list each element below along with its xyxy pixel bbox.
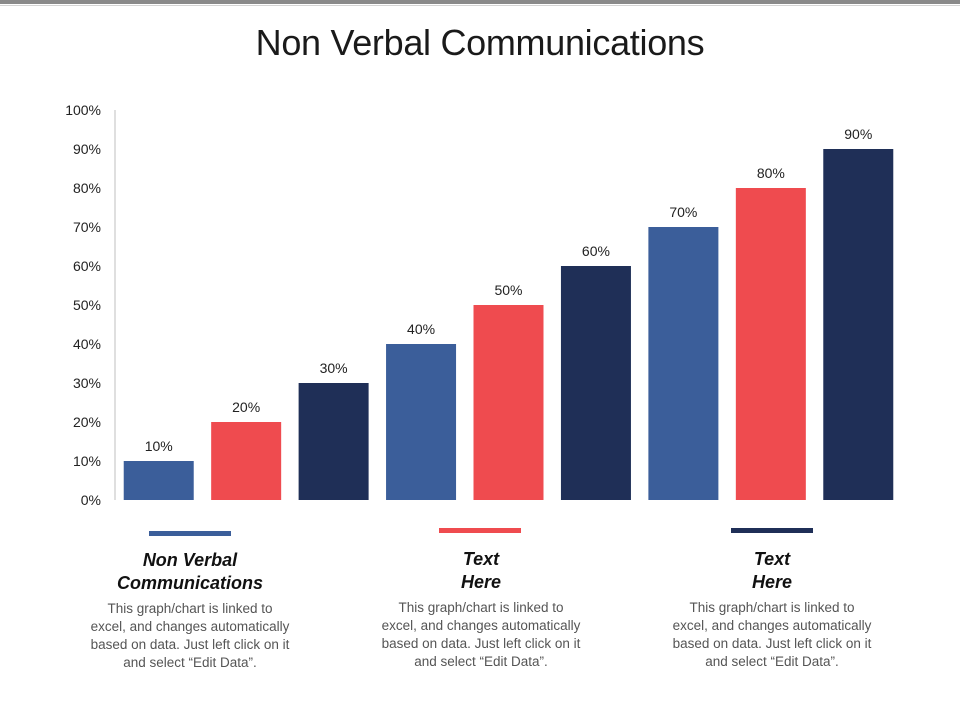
legend-description-1: This graph/chart is linked to excel, and… bbox=[70, 600, 310, 672]
y-tick-label: 10% bbox=[73, 453, 101, 469]
legend-heading-line: Text bbox=[753, 549, 791, 569]
legend-heading-line: Text bbox=[462, 549, 500, 569]
bar-chart: 0% 10% 20% 30% 40% 50% 60% 70% 80% 90% 100% 10% 20% 3… bbox=[65, 102, 894, 508]
data-label: 40% bbox=[407, 321, 435, 337]
y-tick-label: 80% bbox=[73, 180, 101, 196]
data-label: 90% bbox=[844, 126, 872, 142]
data-label: 80% bbox=[757, 165, 785, 181]
data-label: 60% bbox=[582, 243, 610, 259]
bar bbox=[648, 227, 719, 500]
legend-desc-line: excel, and changes automatically bbox=[672, 618, 872, 633]
y-tick-label: 20% bbox=[73, 414, 101, 430]
data-label: 10% bbox=[145, 438, 173, 454]
legend-desc-line: and select “Edit Data”. bbox=[123, 655, 257, 670]
bar bbox=[386, 344, 457, 500]
bar bbox=[123, 461, 194, 500]
legend-desc-line: This graph/chart is linked to bbox=[398, 600, 564, 615]
bar bbox=[211, 422, 282, 500]
y-tick-label: 90% bbox=[73, 141, 101, 157]
legend-desc-line: excel, and changes automatically bbox=[381, 618, 581, 633]
data-label: 20% bbox=[232, 399, 260, 415]
bar bbox=[735, 188, 806, 500]
data-label: 30% bbox=[320, 360, 348, 376]
legend-heading-3: Text Here bbox=[652, 548, 892, 594]
y-tick-label: 40% bbox=[73, 336, 101, 352]
y-tick-label: 70% bbox=[73, 219, 101, 235]
legend-swatch-1 bbox=[149, 531, 231, 536]
bar bbox=[823, 149, 894, 500]
y-tick-label: 50% bbox=[73, 297, 101, 313]
legend-desc-line: excel, and changes automatically bbox=[90, 619, 290, 634]
y-tick-label: 30% bbox=[73, 375, 101, 391]
legend-desc-line: based on data. Just left click on it bbox=[381, 636, 581, 651]
legend-desc-line: and select “Edit Data”. bbox=[414, 654, 548, 669]
legend-desc-line: This graph/chart is linked to bbox=[107, 601, 273, 616]
legend-heading-1: Non Verbal Communications bbox=[70, 549, 310, 595]
legend-heading-line: Here bbox=[460, 572, 502, 592]
legend-swatch-2 bbox=[439, 528, 521, 533]
data-label: 70% bbox=[669, 204, 697, 220]
top-border bbox=[0, 0, 960, 4]
legend-heading-line: Non Verbal bbox=[142, 550, 238, 570]
legend-desc-line: based on data. Just left click on it bbox=[90, 637, 290, 652]
top-border-shadow bbox=[0, 5, 960, 6]
y-tick-label: 60% bbox=[73, 258, 101, 274]
legend-heading-line: Here bbox=[751, 572, 793, 592]
y-tick-label: 0% bbox=[81, 492, 101, 508]
legend-description-2: This graph/chart is linked to excel, and… bbox=[361, 599, 601, 671]
page-title: Non Verbal Communications bbox=[255, 22, 705, 63]
bar bbox=[473, 305, 544, 500]
legend-heading-line: Communications bbox=[116, 573, 263, 593]
legend-desc-line: and select “Edit Data”. bbox=[705, 654, 839, 669]
legend-heading-2: Text Here bbox=[361, 548, 601, 594]
legend-description-3: This graph/chart is linked to excel, and… bbox=[652, 599, 892, 671]
y-tick-label: 100% bbox=[65, 102, 101, 118]
bar bbox=[298, 383, 369, 500]
data-label: 50% bbox=[494, 282, 522, 298]
legend-swatch-3 bbox=[731, 528, 813, 533]
legend-desc-line: based on data. Just left click on it bbox=[672, 636, 872, 651]
bar bbox=[560, 266, 631, 500]
legend-desc-line: This graph/chart is linked to bbox=[689, 600, 855, 615]
